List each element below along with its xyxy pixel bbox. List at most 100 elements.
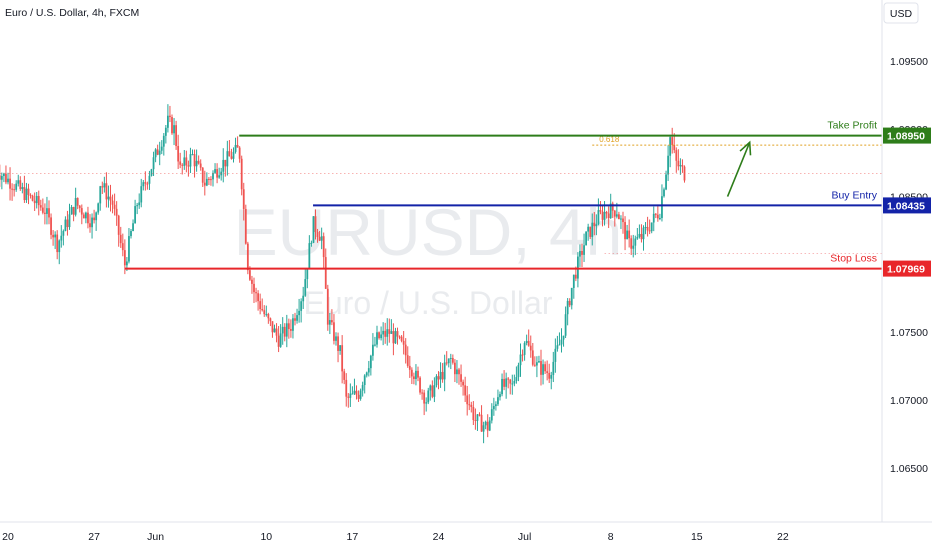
- candle-body: [265, 314, 268, 316]
- candle-body: [415, 370, 417, 380]
- candle-body: [593, 222, 596, 227]
- candle-body: [97, 203, 100, 213]
- candle-body: [244, 208, 247, 244]
- time-tick-label: 17: [347, 531, 359, 543]
- candle-body: [363, 375, 366, 386]
- candle-body: [144, 182, 147, 184]
- candle-body: [9, 178, 11, 189]
- candle-body: [259, 301, 262, 310]
- candle-body: [540, 361, 542, 375]
- candle-body: [99, 186, 102, 204]
- candle-body: [605, 211, 608, 214]
- candle-body: [23, 187, 26, 201]
- candle-body: [460, 374, 462, 382]
- buy-entry-label: Buy Entry: [831, 189, 877, 201]
- candle-body: [226, 151, 229, 167]
- candle-body: [181, 164, 184, 166]
- candle-body: [74, 197, 77, 215]
- candle-body: [599, 210, 602, 212]
- candle-body: [142, 182, 145, 187]
- take-profit-label: Take Profit: [827, 120, 877, 132]
- candle-body: [195, 160, 198, 167]
- candle-body: [263, 310, 266, 315]
- candle-body: [558, 344, 561, 346]
- candle-body: [48, 208, 50, 218]
- candle-body: [314, 216, 317, 233]
- candle-body: [294, 318, 296, 321]
- candle-body: [89, 223, 91, 228]
- candle-body: [671, 137, 674, 145]
- candle-body: [388, 329, 391, 334]
- candle-body: [574, 274, 577, 279]
- candle-body: [365, 372, 368, 376]
- candle-body: [447, 358, 450, 364]
- candle-body: [568, 300, 571, 306]
- candle-body: [218, 175, 221, 178]
- candle-body: [482, 425, 485, 432]
- candle-body: [25, 188, 28, 201]
- time-axis[interactable]: 20 27 Jun 10 17 24 Jul 8 15 22: [2, 531, 789, 543]
- candle-body: [435, 376, 438, 386]
- candle-body: [527, 340, 530, 346]
- stop-loss-price-label: 1.07969: [887, 264, 925, 276]
- candle-body: [130, 231, 132, 237]
- candle-body: [316, 232, 319, 238]
- candle-body: [31, 195, 34, 201]
- price-tick-label: 1.07000: [890, 395, 928, 407]
- candle-body: [652, 213, 655, 223]
- candle-body: [103, 183, 106, 188]
- candle-body: [613, 210, 616, 217]
- candle-body: [113, 204, 116, 209]
- candle-body: [361, 385, 364, 391]
- candle-body: [607, 213, 610, 219]
- candle-body: [58, 240, 61, 253]
- candle-body: [449, 357, 452, 359]
- candle-body: [136, 205, 139, 207]
- candle-body: [158, 150, 161, 155]
- candle-body: [630, 238, 633, 249]
- candle-body: [663, 189, 665, 197]
- candle-body: [232, 151, 235, 159]
- candle-body: [277, 335, 280, 347]
- candle-body: [398, 336, 401, 338]
- candle-body: [72, 207, 75, 215]
- candle-body: [603, 211, 606, 220]
- candle-body: [681, 165, 684, 167]
- candle-body: [437, 376, 440, 380]
- candle-body: [507, 378, 510, 380]
- candle-body: [566, 300, 569, 315]
- candle-body: [164, 127, 167, 136]
- candle-body: [29, 194, 32, 196]
- candle-body: [322, 236, 325, 258]
- candle-body: [564, 314, 567, 336]
- candle-body: [579, 250, 581, 257]
- candle-body: [222, 159, 225, 172]
- candle-body: [669, 137, 672, 156]
- candle-body: [85, 212, 87, 219]
- candle-body: [624, 222, 626, 240]
- candle-body: [386, 329, 389, 337]
- candle-body: [628, 230, 631, 239]
- currency-button[interactable]: [883, 2, 919, 24]
- candle-body: [339, 345, 341, 351]
- candle-body: [240, 158, 243, 190]
- candle-body: [538, 361, 540, 363]
- candle-body: [304, 279, 307, 296]
- watermark-name: Euro / U.S. Dollar: [304, 285, 553, 321]
- candle-body: [472, 407, 475, 420]
- candle-body: [359, 390, 362, 399]
- candle-body: [345, 379, 348, 397]
- candle-body: [583, 245, 585, 255]
- candle-body: [577, 256, 579, 279]
- candle-body: [19, 180, 22, 190]
- candle-body: [183, 157, 186, 166]
- candle-body: [11, 188, 13, 190]
- candle-body: [185, 157, 188, 166]
- candle-body: [585, 231, 587, 246]
- candle-body: [495, 404, 497, 407]
- candle-body: [308, 243, 311, 270]
- candle-body: [107, 196, 110, 200]
- candle-body: [570, 287, 573, 306]
